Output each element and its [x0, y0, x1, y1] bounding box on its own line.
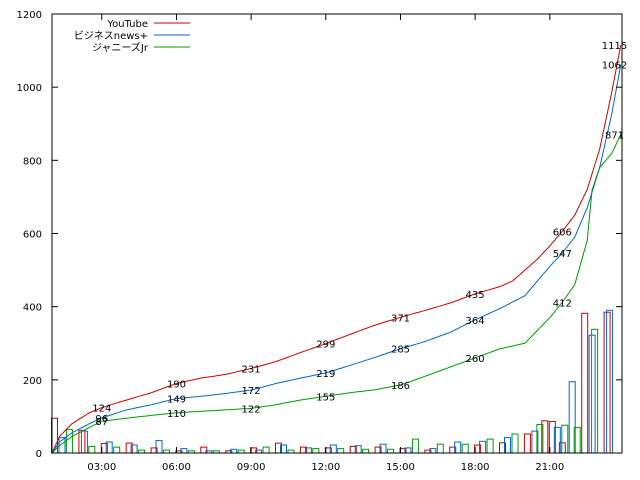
legend-label-2: ジャニーズJr: [92, 41, 149, 54]
axes: 0 200 400 600 800 1000 1200 03:00 06:00 09:00 12:0…: [17, 10, 623, 473]
cumulative-lines: [51, 45, 622, 454]
legend-label-0: YouTube: [106, 19, 148, 30]
point-label-1-0: 96: [95, 414, 108, 425]
point-label-0-0: 124: [92, 404, 111, 415]
legend-label-1: ビジネスnews+: [74, 30, 148, 42]
point-label-2-5: 260: [466, 354, 485, 365]
y-tick-label-5: 1000: [17, 83, 42, 94]
y-tick-label-0: 0: [36, 449, 42, 460]
x-tick-label-1: 06:00: [162, 462, 191, 473]
y-tick-label-1: 200: [23, 376, 42, 387]
x-tick-label-6: 21:00: [535, 462, 564, 473]
point-label-2-3: 155: [316, 392, 335, 403]
point-label-1-5: 364: [466, 316, 485, 327]
point-label-2-4: 186: [391, 381, 410, 392]
x-tick-label-2: 09:00: [237, 462, 266, 473]
point-label-2-2: 122: [242, 404, 261, 415]
point-label-2-1: 110: [167, 409, 186, 420]
x-tick-label-3: 12:00: [311, 462, 340, 473]
series-line-1: [51, 64, 622, 454]
x-tick-label-0: 03:00: [87, 462, 116, 473]
point-label-1-1: 149: [167, 395, 186, 406]
point-label-0-6: 606: [553, 227, 572, 238]
point-label-2-0: 87: [95, 417, 108, 428]
x-tick-label-5: 18:00: [461, 462, 490, 473]
point-label-0-1: 190: [167, 380, 186, 391]
series-line-0: [51, 45, 622, 454]
point-label-0-3: 299: [316, 340, 335, 351]
point-label-0-7: 1115: [602, 41, 627, 52]
y-tick-label-3: 600: [23, 230, 42, 241]
x-tick-label-4: 15:00: [386, 462, 415, 473]
point-label-0-2: 231: [242, 365, 261, 376]
series-line-2: [51, 134, 622, 454]
point-labels: 124 190 231 299 371 435 606 1115 96 149 172 219 285 3…: [92, 41, 627, 428]
point-label-1-4: 285: [391, 345, 410, 356]
point-label-1-2: 172: [242, 386, 261, 397]
point-label-2-6: 412: [553, 298, 572, 309]
point-label-1-6: 547: [553, 249, 572, 260]
point-label-0-5: 435: [466, 290, 485, 301]
y-tick-label-4: 800: [23, 156, 42, 167]
point-label-0-4: 371: [391, 313, 410, 324]
point-label-1-3: 219: [316, 369, 335, 380]
y-tick-label-6: 1200: [17, 10, 42, 21]
y-tick-label-2: 400: [23, 303, 42, 314]
point-label-1-7: 1062: [602, 61, 627, 72]
point-label-2-7: 871: [605, 130, 624, 141]
